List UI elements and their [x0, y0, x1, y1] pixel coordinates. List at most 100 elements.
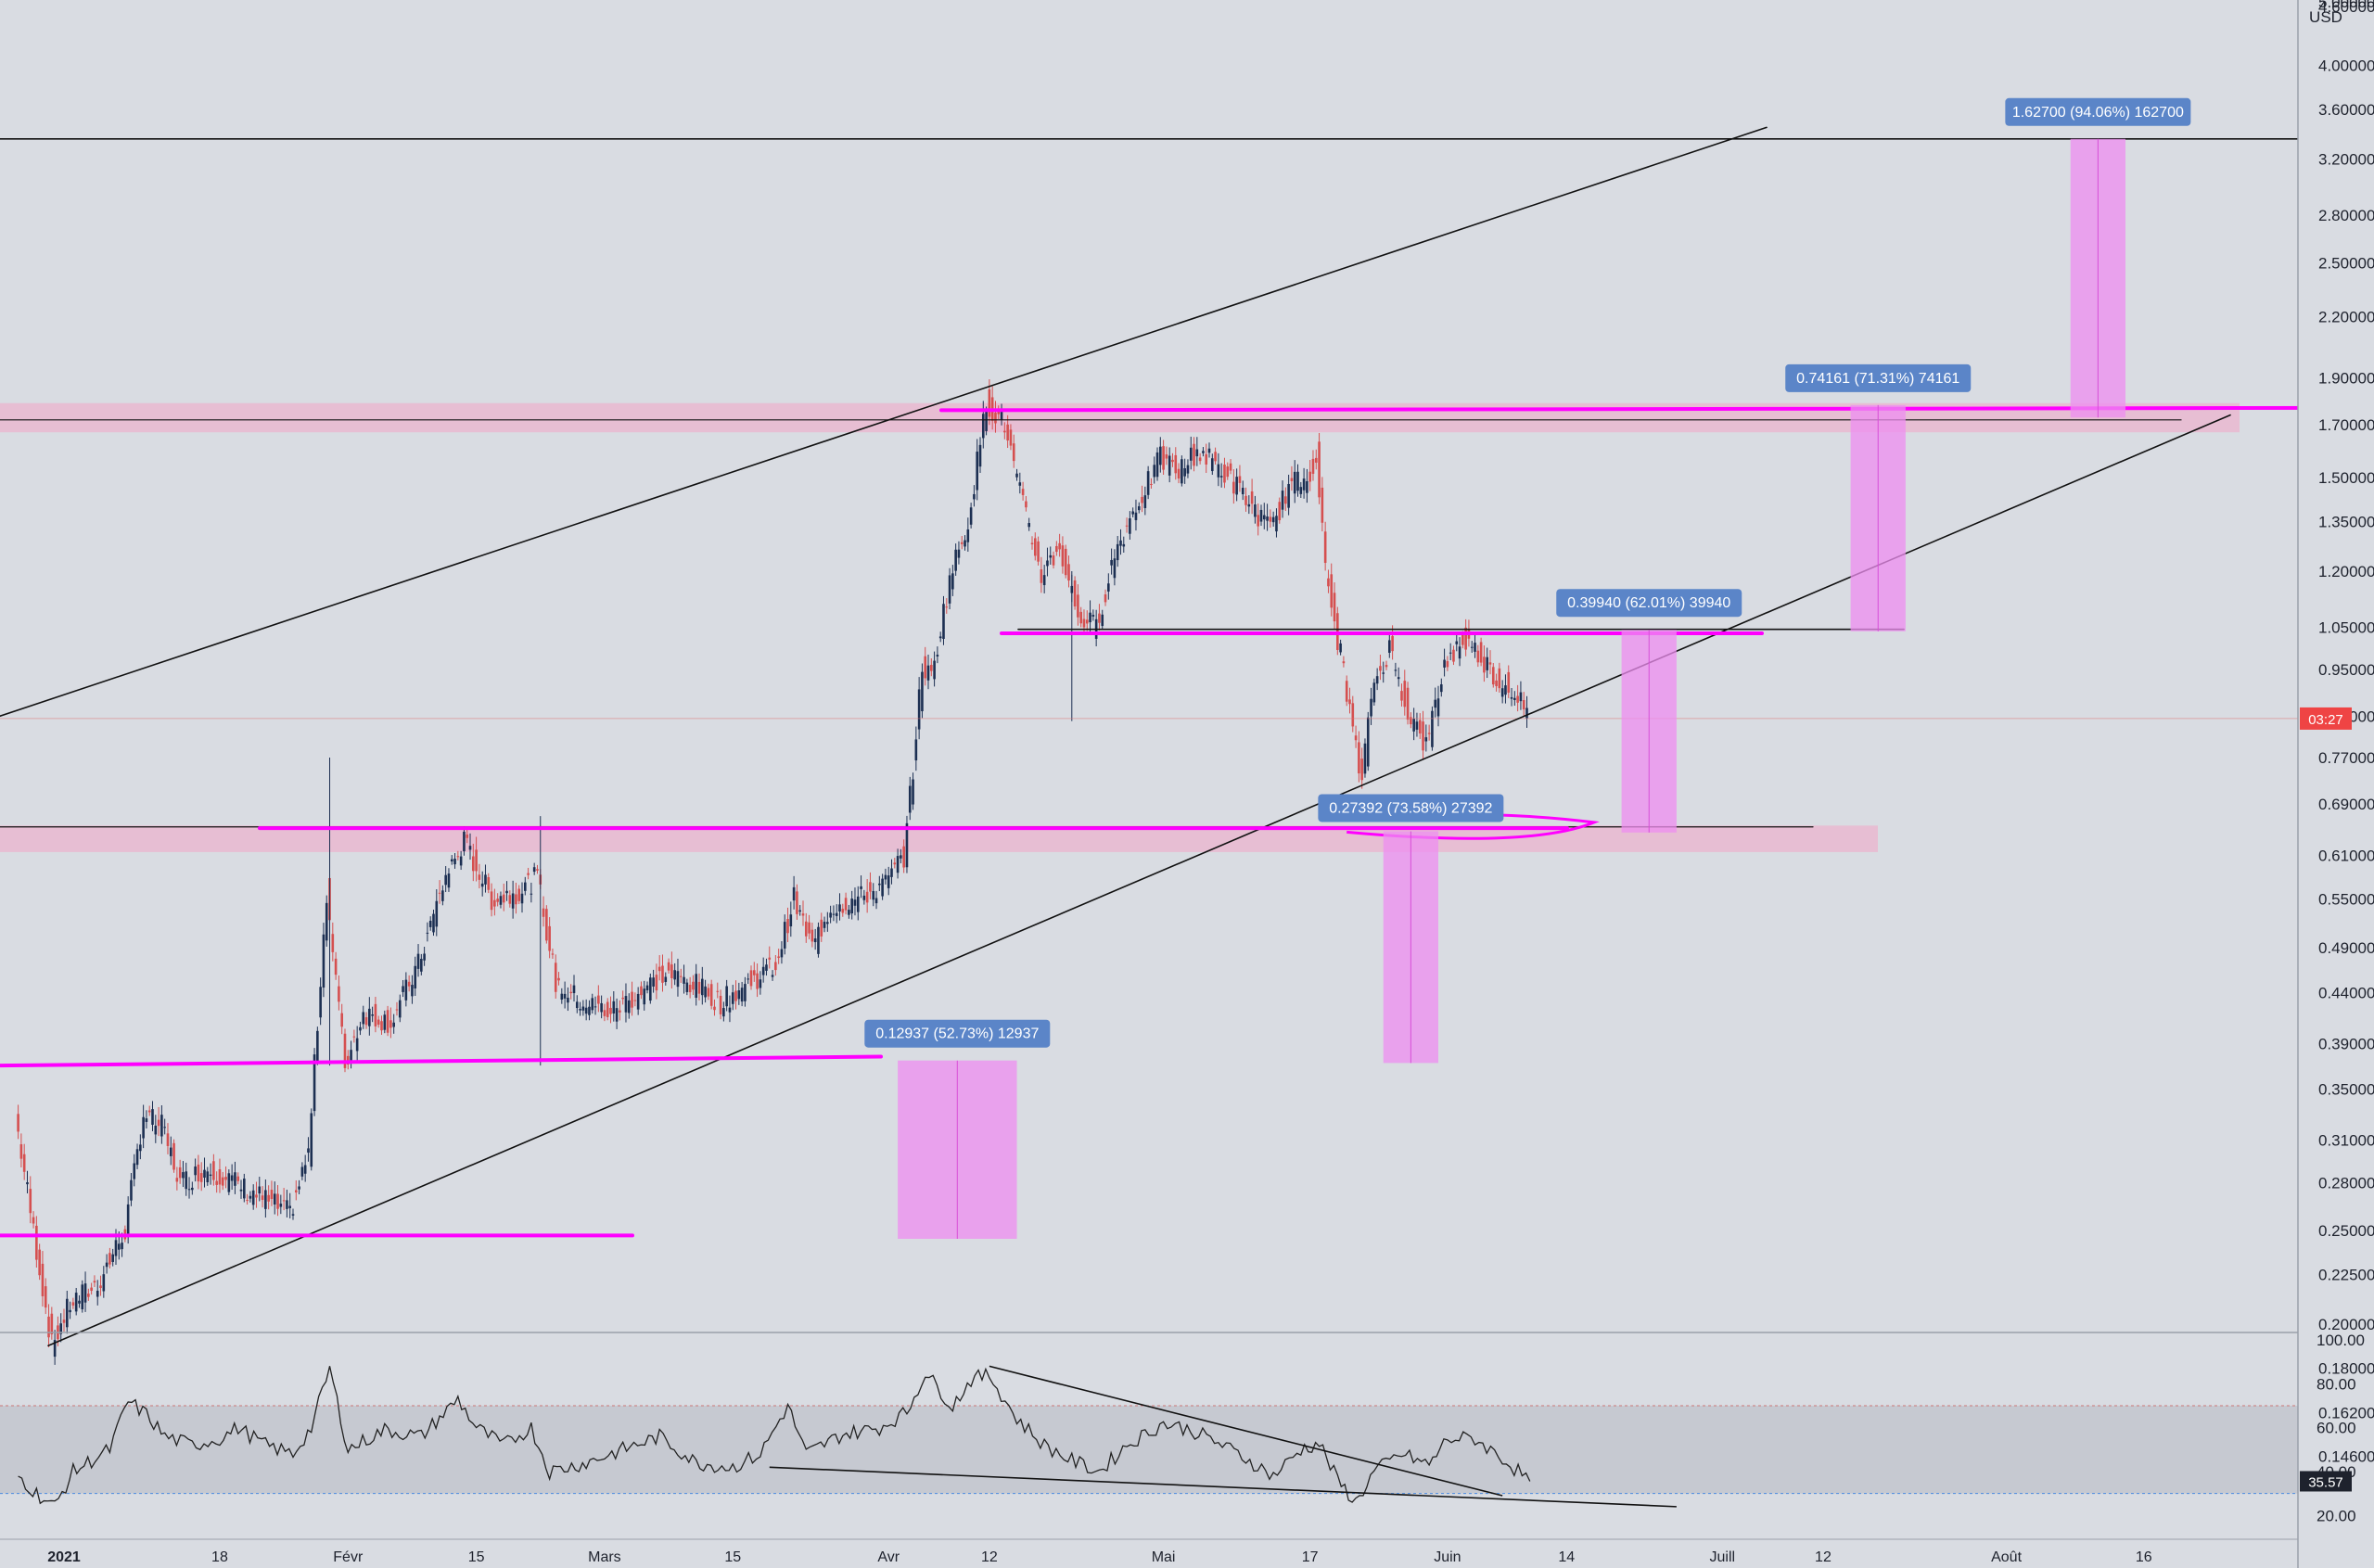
- candle-body: [1400, 691, 1403, 701]
- candle-body: [749, 970, 753, 987]
- candle-body: [908, 785, 912, 813]
- candle-body: [652, 977, 655, 987]
- candle-body: [1137, 505, 1141, 511]
- candle-body: [1006, 424, 1009, 441]
- price-tick-label: 2.50000: [2318, 254, 2374, 272]
- candle-body: [404, 979, 408, 1001]
- candle-body: [597, 995, 600, 1004]
- measure-boxes[interactable]: 0.12937 (52.73%) 12937 0.27392 (73.58%) 2…: [864, 97, 2191, 1240]
- candle-body: [1412, 719, 1415, 732]
- candle-body: [1171, 459, 1174, 463]
- candle-body: [316, 1030, 319, 1062]
- rsi-line: [18, 1366, 1531, 1505]
- candle-body: [87, 1294, 90, 1297]
- candle-body: [1424, 737, 1428, 742]
- candle-body: [719, 995, 722, 1014]
- rsi-trendline[interactable]: [769, 1466, 1677, 1508]
- magenta-level[interactable]: [0, 1054, 883, 1068]
- candle-body: [1488, 662, 1492, 665]
- price-tick-label: 0.22500: [2318, 1267, 2374, 1284]
- upper-channel-line[interactable]: [0, 126, 1768, 718]
- candle-body: [820, 919, 823, 937]
- candle-body: [1021, 489, 1025, 495]
- price-tick-label: 0.35000: [2318, 1080, 2374, 1098]
- candle-body: [1516, 695, 1519, 703]
- candle-body: [383, 1014, 387, 1030]
- candle-body: [1214, 452, 1217, 462]
- candle-body: [1431, 710, 1434, 747]
- candle-body: [19, 1144, 23, 1159]
- candle-body: [1321, 487, 1324, 523]
- candle-body: [1348, 699, 1351, 705]
- candle-body: [1439, 684, 1443, 693]
- candle-body: [1446, 661, 1449, 668]
- candle-body: [145, 1118, 148, 1122]
- candle-body: [1510, 696, 1513, 699]
- rsi-trendline[interactable]: [989, 1365, 1503, 1497]
- candle-body: [53, 1340, 57, 1358]
- candle-body: [713, 1006, 716, 1011]
- candle-body: [218, 1169, 222, 1185]
- time-tick-label: Mai: [1152, 1549, 1176, 1565]
- candle-body: [386, 1010, 389, 1033]
- time-axis[interactable]: 2021 18 Févr 15 Mars 15 Avr 12 Mai 17 Juin 14 Juill 1…: [0, 1538, 2298, 1565]
- candle-body: [142, 1116, 145, 1139]
- magenta-level[interactable]: [939, 405, 2357, 413]
- candle-body: [224, 1177, 227, 1180]
- candle-body: [1089, 612, 1091, 623]
- time-tick-label: 2021: [47, 1549, 81, 1565]
- candle-body: [355, 1038, 359, 1052]
- candle-body: [832, 913, 836, 915]
- candle-body: [600, 1002, 603, 1013]
- candle-body: [1491, 667, 1495, 685]
- price-tick-label: 1.20000: [2318, 563, 2374, 580]
- candle-body: [1500, 688, 1504, 697]
- candle-body: [1333, 593, 1336, 622]
- candle-body: [1302, 478, 1306, 491]
- candle-body: [997, 411, 1001, 414]
- candle-body: [823, 922, 826, 928]
- candle-body: [683, 976, 685, 984]
- candle-body: [1345, 681, 1348, 702]
- candle-body: [1244, 495, 1247, 505]
- candle-body: [722, 1008, 725, 1017]
- candle-body: [368, 1008, 371, 1026]
- candle-body: [50, 1313, 54, 1334]
- candle-body: [643, 988, 646, 1005]
- candle-body: [151, 1109, 154, 1125]
- candle-body: [121, 1243, 123, 1250]
- candle-body: [657, 966, 661, 972]
- candle-body: [640, 986, 643, 996]
- candle-body: [359, 1026, 362, 1031]
- candle-body: [957, 549, 961, 558]
- candle-body: [90, 1287, 93, 1292]
- measure-label: 1.62700 (94.06%) 162700: [2012, 105, 2184, 121]
- candle-body: [1281, 491, 1284, 510]
- candle-body: [420, 959, 423, 972]
- candle-body: [160, 1115, 163, 1137]
- candle-body: [874, 898, 878, 904]
- candle-body: [667, 962, 670, 971]
- candle-body: [1168, 455, 1171, 476]
- candle-body: [463, 831, 466, 852]
- candle-body: [973, 493, 976, 500]
- candle-body: [26, 1182, 29, 1185]
- candle-body: [1422, 721, 1424, 751]
- candle-body: [1360, 759, 1363, 781]
- candle-body: [551, 953, 555, 955]
- candle-body: [166, 1133, 170, 1146]
- candle-body: [1415, 721, 1419, 730]
- candle-body: [243, 1179, 246, 1199]
- price-axis[interactable]: 4.60000 4.00000 3.60000 3.20000 2.80000 2.500…: [2297, 0, 2374, 1568]
- candle-body: [1513, 697, 1516, 700]
- candle-body: [905, 822, 909, 868]
- candle-body: [1394, 669, 1398, 671]
- candle-body: [105, 1262, 108, 1268]
- price-tick-label: 0.28000: [2318, 1174, 2374, 1192]
- candle-body: [1339, 643, 1342, 653]
- candle-body: [499, 896, 503, 905]
- candle-body: [392, 1022, 395, 1027]
- candle-body: [212, 1161, 215, 1180]
- candle-body: [1504, 685, 1507, 695]
